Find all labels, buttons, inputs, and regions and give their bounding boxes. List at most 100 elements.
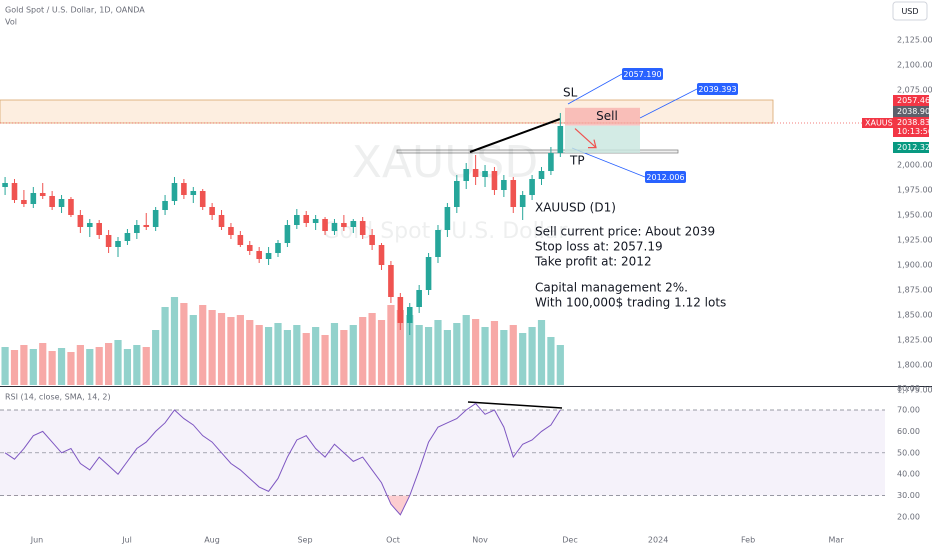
note-line: XAUUSD (D1) — [535, 201, 616, 215]
y-tick-label: 1,925.00 — [897, 236, 932, 245]
candle-body — [284, 225, 291, 243]
callout-box — [622, 68, 663, 80]
x-tick-label: Aug — [204, 536, 220, 545]
candle-body — [199, 191, 206, 207]
volume-bar — [368, 313, 376, 385]
candle-body — [190, 191, 197, 195]
volume-bar — [490, 321, 499, 385]
candle-body — [294, 215, 300, 225]
volume-bar — [255, 325, 263, 385]
currency-button[interactable] — [892, 1, 928, 21]
volume-bar — [472, 319, 480, 385]
volume-bar — [537, 320, 546, 385]
rsi-tick-label: 80.00 — [897, 384, 920, 393]
volume-bar — [377, 320, 386, 385]
candle-body — [105, 235, 112, 247]
note-line: Sell current price: About 2039 — [535, 225, 715, 239]
callout-text: 2012.006 — [646, 173, 684, 182]
volume-bar — [330, 323, 339, 385]
price-label: 2057.463 — [897, 96, 932, 105]
rsi-tick-label: 30.00 — [897, 491, 920, 500]
volume-bar — [199, 305, 207, 385]
volume-bar — [152, 330, 160, 385]
candle-body — [397, 297, 404, 323]
candle-body — [359, 221, 366, 235]
candle-body — [519, 195, 526, 207]
candle-body — [454, 181, 460, 207]
trend-line — [469, 118, 561, 153]
y-tick-label: 1,950.00 — [897, 211, 932, 220]
x-tick-label: Nov — [472, 536, 488, 545]
volume-bar — [547, 337, 555, 385]
volume-bar — [1, 347, 9, 385]
volume-bar — [387, 305, 395, 385]
resistance-zone — [0, 99, 774, 124]
candle-body — [2, 183, 8, 187]
background — [0, 99, 885, 385]
volume-label: Vol — [5, 18, 17, 27]
sell-label: Sell — [596, 109, 618, 123]
candle-body — [246, 245, 253, 251]
currency-button-text[interactable]: USD — [901, 7, 918, 16]
y-tick-label: 2,100.00 — [897, 61, 932, 70]
candle-body — [322, 219, 328, 231]
volume-bar — [142, 347, 150, 385]
rsi-tick-label: 60.00 — [897, 427, 920, 436]
tp-label: TP — [569, 154, 585, 168]
candle-body — [557, 126, 564, 153]
volume-bar — [105, 343, 113, 385]
candle-body — [312, 219, 319, 223]
volume-bar — [443, 330, 451, 385]
x-tick-label: Oct — [386, 536, 400, 545]
sell-arrow-head — [588, 139, 597, 149]
candle-body — [538, 171, 545, 179]
candle-body — [369, 235, 375, 245]
volume-bar — [556, 345, 564, 385]
volume-bar — [424, 327, 433, 385]
symbol-tag — [862, 118, 893, 128]
candle-body — [209, 207, 215, 215]
volume-bar — [349, 325, 357, 385]
volume-bar — [396, 310, 404, 385]
volume-bar — [481, 327, 489, 385]
candle-body — [406, 307, 413, 323]
candle-body — [350, 221, 357, 227]
volume-bar — [95, 347, 103, 385]
volume-bar — [406, 315, 414, 385]
volume-bar — [217, 313, 226, 385]
candle-body — [388, 265, 394, 297]
candle-body — [482, 171, 488, 177]
candle-body — [124, 233, 131, 241]
x-tick-label: Dec — [562, 536, 577, 545]
symbol-title: Gold Spot / U.S. Dollar, 1D, OANDA — [5, 6, 145, 15]
volume-bar — [86, 349, 94, 385]
rsi-title: RSI (14, close, SMA, 14, 2) — [5, 393, 111, 402]
y-tick-label: 2,125.00 — [897, 36, 932, 45]
candle-body — [143, 225, 150, 227]
rsi-tick-label: 40.00 — [897, 470, 920, 479]
volume-bar — [340, 330, 348, 385]
candle-body — [416, 290, 422, 307]
volume-bar — [10, 350, 19, 385]
candle-body — [39, 193, 46, 196]
candle-body — [49, 196, 55, 207]
candle-body — [171, 183, 178, 201]
x-tick-label: Jul — [121, 536, 132, 545]
sl-label: SL — [563, 86, 578, 100]
callout-line — [567, 73, 623, 105]
candle-body — [265, 253, 272, 259]
candle-body — [303, 215, 310, 223]
candle-body — [435, 230, 441, 257]
y-tick-label: 1,875.00 — [897, 286, 932, 295]
symbol-tag-text: XAUUSD — [865, 119, 899, 128]
candle-body — [134, 225, 140, 233]
volume-bar — [29, 349, 37, 385]
candle-body — [501, 180, 507, 190]
volume-bar — [189, 315, 197, 385]
stop-zone — [565, 107, 640, 126]
candle-body — [237, 235, 244, 245]
x-tick-label: Mar — [829, 536, 845, 545]
volume-bar — [133, 345, 141, 385]
rsi-tick-label: 70.00 — [897, 406, 920, 415]
candle-body — [472, 169, 479, 177]
